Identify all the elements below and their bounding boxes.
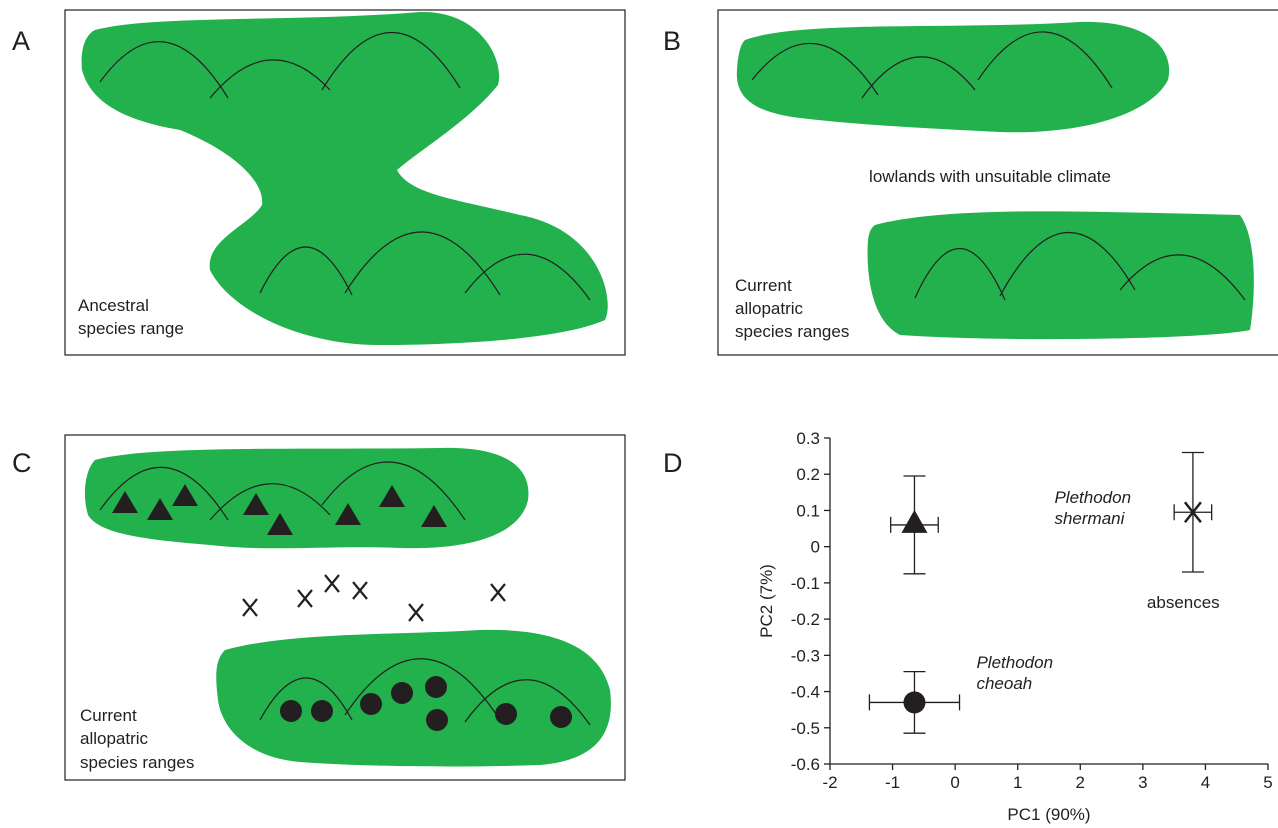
range-blob (216, 629, 611, 767)
panel-letter: A (12, 26, 30, 56)
range-blob (81, 11, 608, 346)
panel-letter: D (663, 448, 683, 478)
mountains (99, 461, 591, 726)
panel-letter: B (663, 26, 681, 56)
point-triangle (901, 509, 928, 533)
y-tick-label: 0.3 (796, 429, 820, 448)
mountains (751, 31, 1246, 301)
series-label: Plethodon shermani (1054, 487, 1132, 528)
range-blob (867, 211, 1254, 340)
mountains (99, 32, 591, 301)
x-tick-label: 1 (1013, 773, 1022, 792)
x-tick-label: 2 (1076, 773, 1085, 792)
y-tick-label: 0.2 (796, 465, 820, 484)
x-tick-label: -1 (885, 773, 900, 792)
caption: species ranges (80, 753, 194, 772)
series-label: Plethodon cheoah (976, 653, 1054, 694)
range-blob (84, 447, 529, 549)
y-tick-label: -0.3 (791, 646, 820, 665)
point-circle (903, 691, 926, 714)
triangle-markers (112, 484, 447, 535)
series-label: absences (1146, 593, 1220, 613)
panel-letter: C (12, 448, 32, 478)
caption: Current (80, 706, 137, 725)
x-axis-label: PC1 (90%) (1007, 805, 1090, 824)
panel-frame (64, 434, 626, 781)
region-note: lowlands with unsuitable climate (869, 167, 1111, 186)
y-axis-label: PC2 (7%) (757, 564, 776, 638)
x-tick-label: 0 (950, 773, 959, 792)
y-tick-label: -0.2 (791, 610, 820, 629)
y-tick-label: -0.4 (791, 683, 820, 702)
point-x (1183, 501, 1202, 524)
absence-markers (242, 574, 506, 622)
x-tick-label: -2 (822, 773, 837, 792)
caption: allopatric (80, 729, 149, 748)
caption: allopatric (735, 299, 804, 318)
y-tick-label: 0 (811, 538, 820, 557)
plot: 0.3 0.2 0.1 0 -0.1 -0.2 -0.3 -0.4 -0.5 -0.6-2 -1 0 1… (757, 429, 1273, 824)
panel-frame (64, 9, 626, 356)
y-tick-label: -0.6 (791, 755, 820, 774)
caption: Ancestral (78, 296, 149, 315)
x-tick-label: 3 (1138, 773, 1147, 792)
range-blob (736, 21, 1170, 133)
caption: species range (78, 319, 184, 338)
panel-frame (717, 9, 1278, 356)
y-tick-label: -0.1 (791, 574, 820, 593)
caption: Current (735, 276, 792, 295)
y-tick-label: -0.5 (791, 719, 820, 738)
x-tick-label: 5 (1263, 773, 1272, 792)
circle-markers (280, 676, 572, 731)
y-tick-label: 0.1 (796, 501, 820, 520)
x-tick-label: 4 (1201, 773, 1210, 792)
caption: species ranges (735, 322, 849, 341)
